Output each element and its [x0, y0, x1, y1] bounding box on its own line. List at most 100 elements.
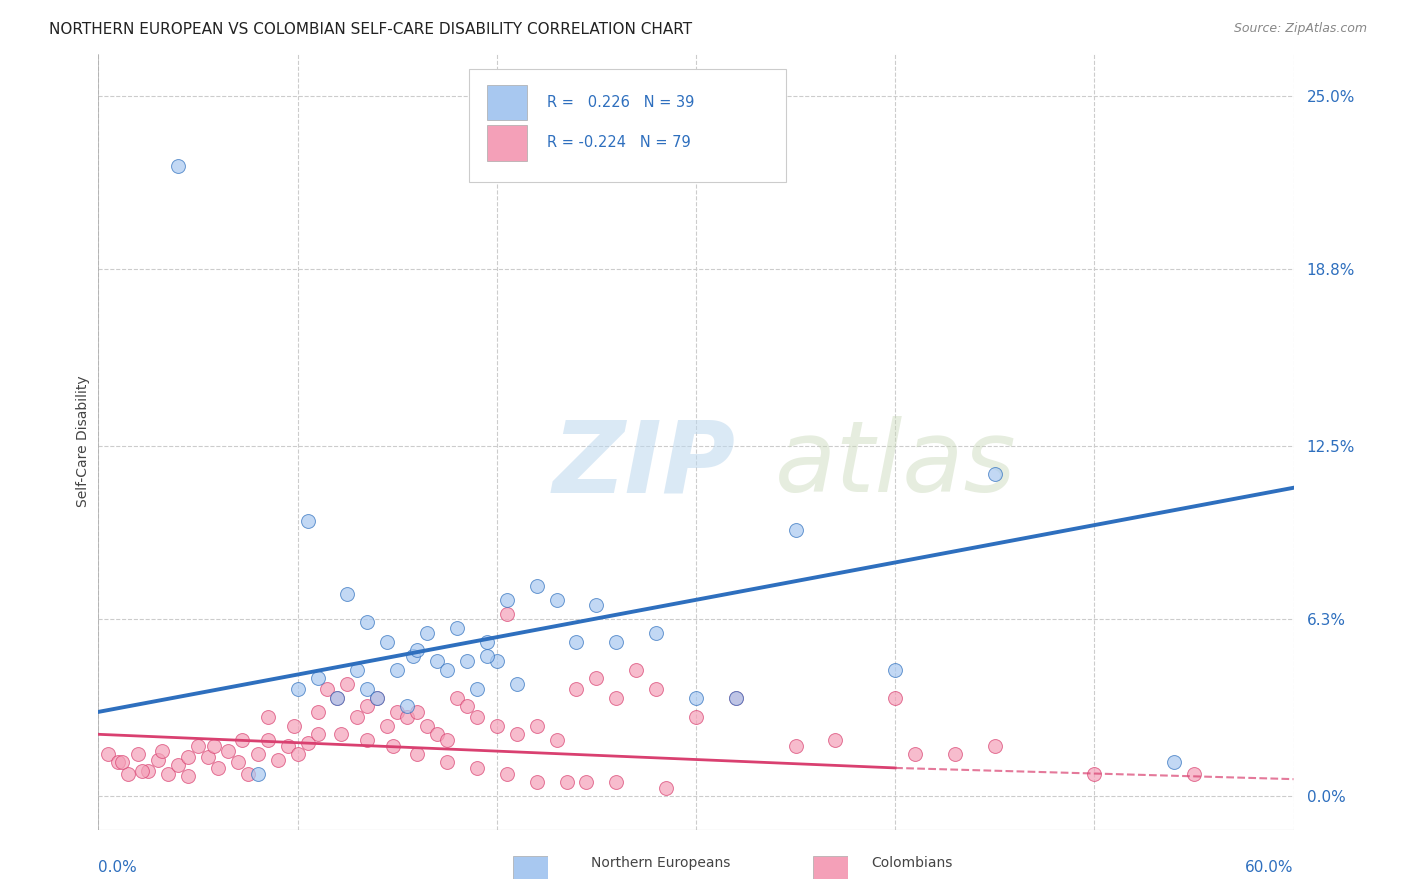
Point: [416, 719, 439, 733]
Point: [287, 682, 309, 697]
Point: [177, 749, 200, 764]
Text: NORTHERN EUROPEAN VS COLOMBIAN SELF-CARE DISABILITY CORRELATION CHART: NORTHERN EUROPEAN VS COLOMBIAN SELF-CARE…: [49, 22, 692, 37]
Point: [256, 710, 278, 724]
Point: [283, 719, 305, 733]
Point: [336, 587, 359, 601]
Y-axis label: Self-Care Disability: Self-Care Disability: [76, 376, 90, 508]
Point: [565, 635, 588, 649]
Point: [396, 710, 419, 724]
Point: [436, 756, 458, 770]
Point: [406, 643, 429, 657]
Point: [330, 727, 353, 741]
Point: [157, 766, 180, 780]
Point: [307, 671, 329, 685]
Point: [465, 761, 488, 775]
Point: [356, 732, 378, 747]
Point: [366, 690, 388, 705]
Point: [336, 677, 359, 691]
Point: [824, 732, 846, 747]
FancyBboxPatch shape: [486, 125, 527, 161]
Point: [326, 690, 349, 705]
Point: [426, 655, 449, 669]
Point: [446, 690, 468, 705]
Point: [426, 727, 449, 741]
Point: [277, 739, 299, 753]
Point: [724, 690, 747, 705]
Point: [356, 699, 378, 714]
Point: [475, 648, 498, 663]
Point: [943, 747, 966, 761]
Point: [436, 732, 458, 747]
Point: [555, 775, 578, 789]
Point: [685, 710, 707, 724]
Point: [495, 607, 517, 621]
Point: [187, 739, 209, 753]
Point: [1163, 756, 1185, 770]
Point: [456, 699, 478, 714]
Point: [97, 747, 120, 761]
Point: [167, 159, 190, 173]
Point: [202, 739, 225, 753]
Point: [148, 752, 170, 766]
FancyBboxPatch shape: [470, 69, 786, 182]
Point: [724, 690, 747, 705]
Point: [1182, 766, 1205, 780]
Point: [785, 739, 807, 753]
Point: [375, 635, 398, 649]
Point: [197, 749, 219, 764]
Point: [150, 744, 173, 758]
Point: [326, 690, 349, 705]
Point: [626, 663, 648, 677]
Point: [297, 515, 319, 529]
Point: [984, 739, 1007, 753]
Point: [495, 766, 517, 780]
Point: [585, 599, 607, 613]
Point: [177, 769, 200, 783]
Point: [287, 747, 309, 761]
Point: [246, 766, 269, 780]
Point: [506, 677, 529, 691]
Text: atlas: atlas: [775, 417, 1017, 513]
Text: 0.0%: 0.0%: [98, 860, 138, 875]
Point: [485, 719, 508, 733]
Point: [406, 705, 429, 719]
Text: ZIP: ZIP: [553, 417, 735, 513]
Point: [375, 719, 398, 733]
Point: [884, 663, 907, 677]
Point: [585, 671, 607, 685]
Point: [546, 732, 568, 747]
Point: [984, 467, 1007, 481]
Point: [316, 682, 339, 697]
FancyBboxPatch shape: [486, 85, 527, 120]
Point: [526, 719, 548, 733]
Point: [217, 744, 239, 758]
Point: [382, 739, 405, 753]
Text: R = -0.224   N = 79: R = -0.224 N = 79: [547, 136, 690, 150]
Point: [167, 758, 190, 772]
Point: [236, 766, 259, 780]
Point: [655, 780, 678, 795]
Point: [307, 705, 329, 719]
Point: [366, 690, 388, 705]
Point: [385, 663, 409, 677]
Point: [465, 682, 488, 697]
Point: [495, 592, 517, 607]
Point: [685, 690, 707, 705]
Point: [506, 727, 529, 741]
Point: [605, 690, 627, 705]
Point: [107, 756, 129, 770]
Point: [485, 655, 508, 669]
Point: [207, 761, 229, 775]
Point: [267, 752, 290, 766]
Point: [884, 690, 907, 705]
Point: [436, 663, 458, 677]
Point: [111, 756, 134, 770]
Point: [465, 710, 488, 724]
Point: [605, 635, 627, 649]
Point: [226, 756, 249, 770]
Point: [575, 775, 598, 789]
Point: [446, 621, 468, 635]
Point: [546, 592, 568, 607]
Point: [307, 727, 329, 741]
Point: [346, 663, 368, 677]
